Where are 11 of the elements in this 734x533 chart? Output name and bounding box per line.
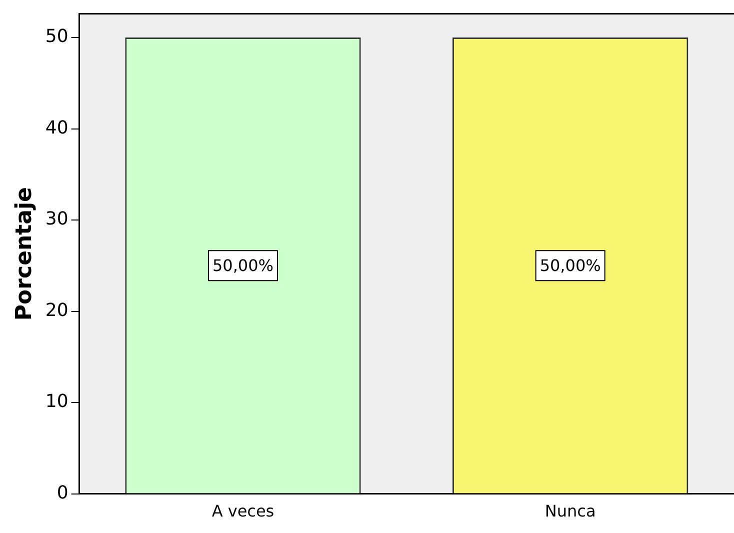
y-tick-label: 50 — [45, 26, 68, 48]
y-axis-title: Porcentaje — [12, 187, 37, 321]
x-tick-label: Nunca — [544, 502, 596, 521]
y-tick-label: 10 — [45, 391, 68, 412]
x-tick-label: A veces — [212, 502, 274, 521]
y-tick-label: 20 — [45, 300, 68, 321]
data-label: 50,00% — [540, 256, 601, 275]
data-label: 50,00% — [212, 256, 274, 275]
y-tick-label: 30 — [45, 208, 68, 230]
y-tick-label: 0 — [56, 482, 68, 504]
y-tick-label: 40 — [45, 117, 68, 138]
